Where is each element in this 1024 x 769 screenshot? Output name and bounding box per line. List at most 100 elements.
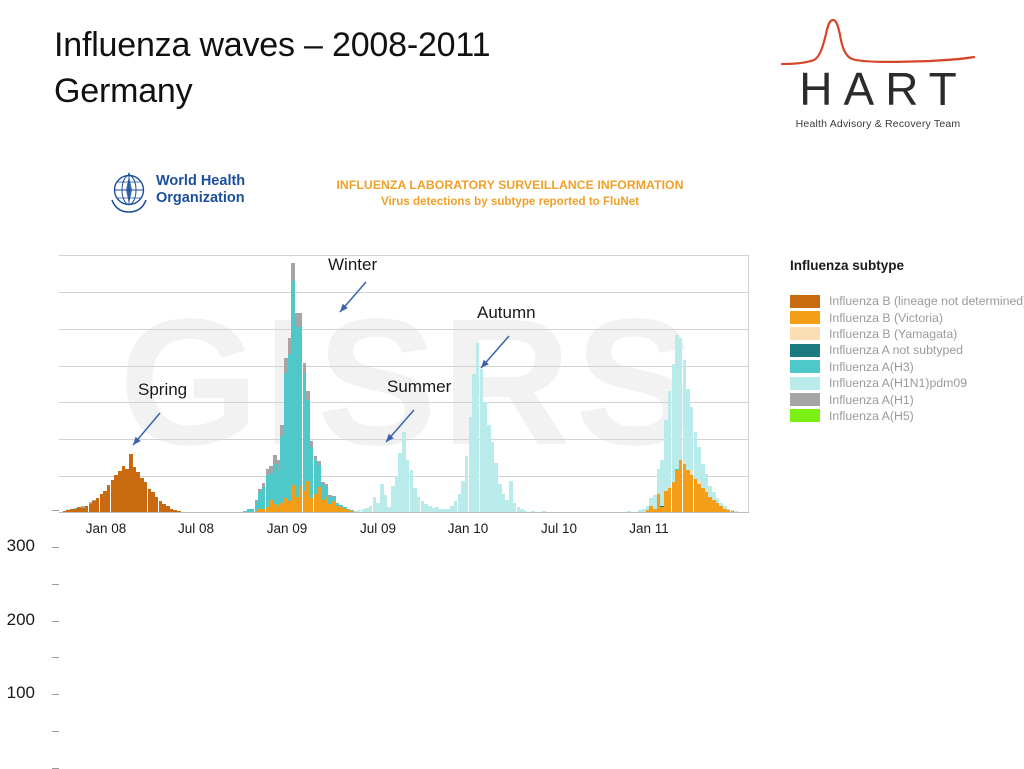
bar-week-72 xyxy=(324,484,329,513)
bar-week-67 xyxy=(306,390,310,513)
bar-segment xyxy=(88,501,93,505)
bar-segment xyxy=(273,454,277,464)
plot-right-border xyxy=(748,255,749,513)
bar-week-104 xyxy=(442,509,447,513)
legend-item-6[interactable]: Influenza A(H1) xyxy=(790,391,1024,407)
bar-segment xyxy=(306,390,310,400)
bar-segment xyxy=(84,506,89,513)
bar-week-16 xyxy=(118,470,122,513)
bar-segment xyxy=(298,486,303,513)
bar-week-111 xyxy=(468,417,473,513)
legend-swatch xyxy=(790,409,820,423)
bar-segment xyxy=(682,461,687,465)
bar-week-177 xyxy=(712,491,716,513)
bar-segment xyxy=(726,510,731,513)
bar-segment xyxy=(675,470,679,513)
bar-segment xyxy=(247,509,251,513)
bar-segment xyxy=(276,505,281,513)
bar-week-124 xyxy=(516,507,521,513)
bar-week-165 xyxy=(667,391,672,513)
annotation-arrow-summer xyxy=(385,409,415,443)
bar-segment xyxy=(689,406,694,471)
bar-week-106 xyxy=(450,505,454,513)
bar-segment xyxy=(254,500,259,502)
bar-segment xyxy=(656,493,661,513)
annotation-label-autumn: Autumn xyxy=(477,303,536,322)
bar-week-55 xyxy=(261,482,266,513)
bar-segment xyxy=(501,493,506,513)
hart-wordmark: HART xyxy=(799,63,968,115)
bar-week-88 xyxy=(383,495,388,513)
legend-item-7[interactable]: Influenza A(H5) xyxy=(790,408,1024,424)
bar-week-95 xyxy=(409,470,414,513)
bar-segment xyxy=(472,374,476,513)
bar-week-179 xyxy=(719,502,723,513)
bar-segment xyxy=(719,506,723,513)
bar-week-157 xyxy=(638,510,642,513)
legend-item-3[interactable]: Influenza A not subtyped xyxy=(790,342,1024,358)
bar-segment xyxy=(394,476,399,513)
bar-week-76 xyxy=(339,504,343,513)
bar-week-159 xyxy=(645,505,650,513)
bar-segment xyxy=(332,496,336,502)
bar-segment xyxy=(254,501,259,511)
bar-week-7 xyxy=(84,506,89,513)
annotation-label-summer: Summer xyxy=(387,377,452,396)
legend-item-4[interactable]: Influenza A(H3) xyxy=(790,359,1024,375)
legend: Influenza subtype Influenza B (lineage n… xyxy=(790,258,1024,424)
bar-segment xyxy=(697,446,701,481)
y-tick-label: 200 xyxy=(6,609,35,629)
bar-segment xyxy=(649,498,653,506)
bar-segment xyxy=(719,502,723,507)
who-logo-icon xyxy=(111,172,147,213)
legend-swatch xyxy=(790,393,820,407)
bar-segment xyxy=(704,492,709,513)
bar-week-170 xyxy=(686,389,690,513)
bar-week-20 xyxy=(132,467,137,513)
bar-week-52 xyxy=(250,508,255,513)
bar-segment xyxy=(464,455,469,513)
bar-week-5 xyxy=(77,507,81,513)
legend-item-5[interactable]: Influenza A(H1N1)pdm09 xyxy=(790,375,1024,391)
bar-week-25 xyxy=(151,492,155,513)
bar-segment xyxy=(317,461,321,466)
bar-segment xyxy=(147,488,152,513)
bar-segment xyxy=(284,358,288,373)
bar-segment xyxy=(664,490,668,513)
bar-segment xyxy=(265,507,270,513)
bar-segment xyxy=(660,505,664,508)
bar-week-64 xyxy=(295,312,299,513)
legend-item-2[interactable]: Influenza B (Yamagata) xyxy=(790,326,1024,342)
bar-week-121 xyxy=(505,499,509,513)
legend-item-0[interactable]: Influenza B (lineage not determined) xyxy=(790,293,1024,309)
bar-segment xyxy=(70,509,74,513)
legend-label: Influenza A not subtyped xyxy=(829,343,964,358)
bar-segment xyxy=(520,509,524,513)
bar-week-163 xyxy=(660,459,664,513)
bar-week-101 xyxy=(431,507,436,513)
legend-item-1[interactable]: Influenza B (Victoria) xyxy=(790,309,1024,325)
y-tick-mark xyxy=(52,620,59,622)
bar-segment xyxy=(682,359,687,462)
bar-segment xyxy=(505,499,509,513)
bar-segment xyxy=(66,509,70,511)
bar-week-172 xyxy=(693,431,698,513)
bar-segment xyxy=(479,368,484,513)
bar-week-26 xyxy=(154,496,159,513)
page-title: Influenza waves – 2008-2011 Germany xyxy=(54,22,694,114)
bar-segment xyxy=(269,499,273,513)
bar-segment xyxy=(154,496,159,513)
bar-week-59 xyxy=(276,459,281,513)
bar-week-84 xyxy=(368,505,373,513)
bar-segment xyxy=(509,480,513,513)
bar-segment xyxy=(405,459,410,513)
who-header: World Health Organization INFLUENZA LABO… xyxy=(106,170,683,216)
bar-week-15 xyxy=(114,474,118,513)
bar-segment xyxy=(258,492,262,509)
bar-segment xyxy=(306,480,310,513)
bar-week-97 xyxy=(416,496,421,513)
bar-segment xyxy=(442,509,447,513)
bar-week-4 xyxy=(73,507,78,513)
bar-segment xyxy=(689,474,694,513)
gridline xyxy=(59,291,749,293)
